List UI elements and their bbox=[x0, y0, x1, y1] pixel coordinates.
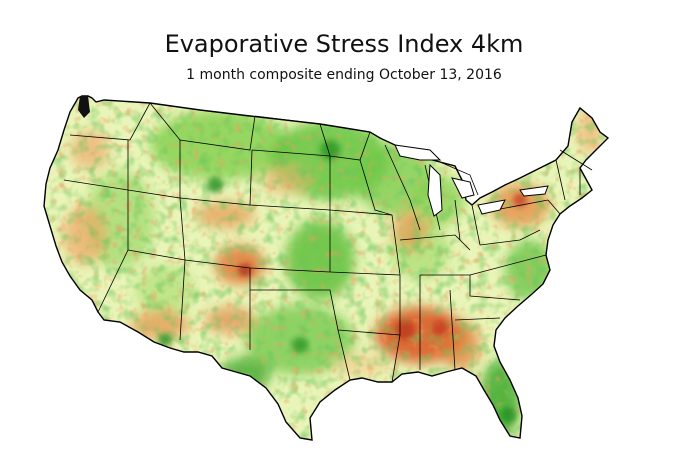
state-borders bbox=[63, 102, 593, 383]
map-subtitle: 1 month composite ending October 13, 201… bbox=[186, 67, 502, 83]
esi-intense-spots bbox=[158, 140, 527, 423]
great-lakes bbox=[394, 144, 549, 217]
puget-sound-marker bbox=[78, 96, 90, 118]
map-title: Evaporative Stress Index 4km bbox=[164, 30, 524, 58]
